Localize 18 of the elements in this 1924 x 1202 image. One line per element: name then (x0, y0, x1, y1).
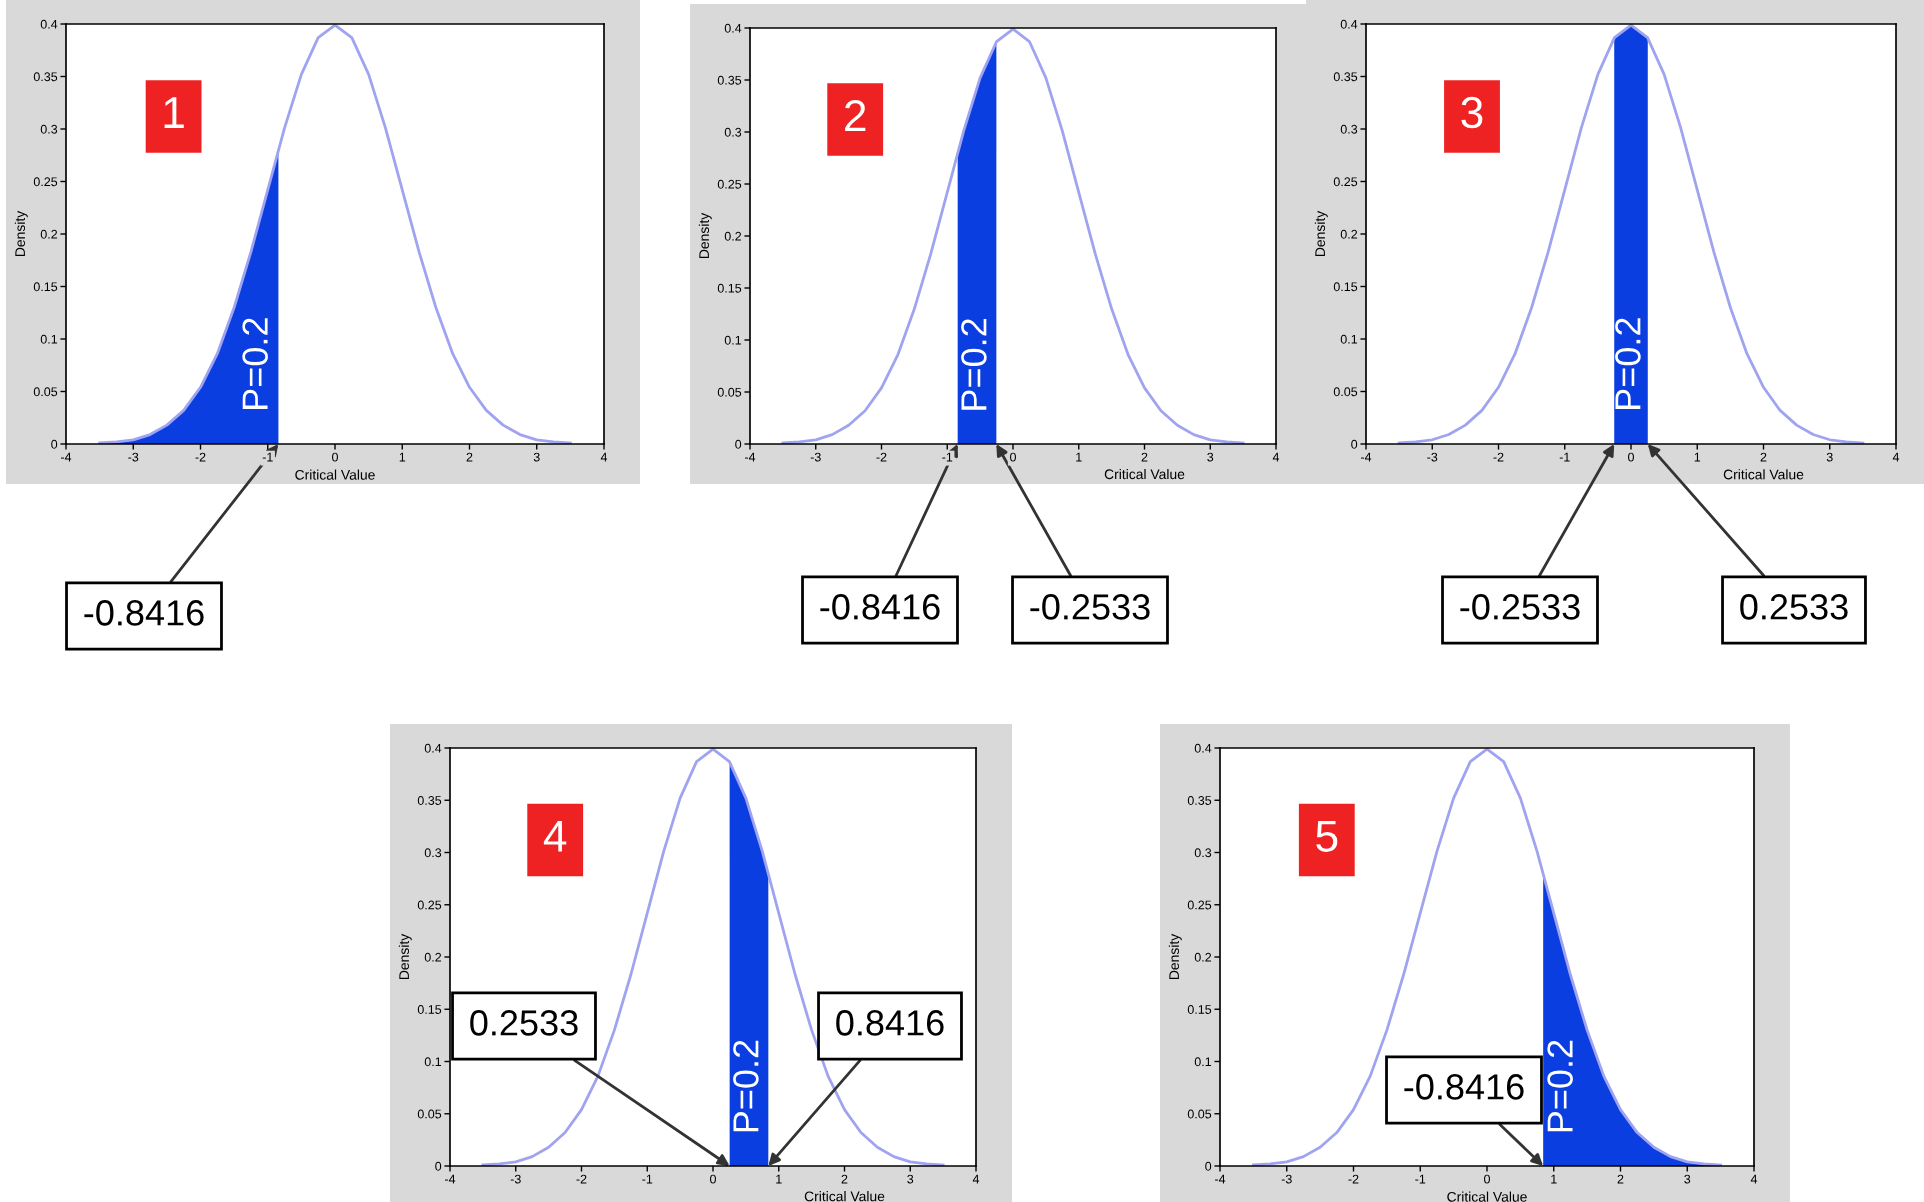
annotation: 1 (164, 97, 184, 128)
annotation: -0.2533 (1460, 594, 1580, 620)
annotation: P=0.2 (961, 319, 987, 410)
annotation: -0.8416 (84, 600, 204, 626)
annotation: P=0.2 (733, 1040, 759, 1132)
annotation: -0.8416 (1404, 1074, 1524, 1100)
annotation: 3 (1461, 96, 1483, 129)
annotation: 5 (1316, 820, 1338, 852)
annotation: P=0.2 (1547, 1040, 1573, 1132)
annotation: -0.2533 (1030, 594, 1150, 620)
annotation: 0.2533 (1740, 594, 1848, 620)
annotation: 2 (845, 99, 866, 132)
annotation: P=0.2 (242, 318, 268, 409)
annotation: -0.8416 (820, 594, 940, 620)
annotation: P=0.2 (1615, 318, 1641, 409)
annotation: 4 (543, 820, 567, 852)
annotation: 0.8416 (836, 1010, 944, 1036)
annotation: 0.2533 (470, 1010, 578, 1036)
